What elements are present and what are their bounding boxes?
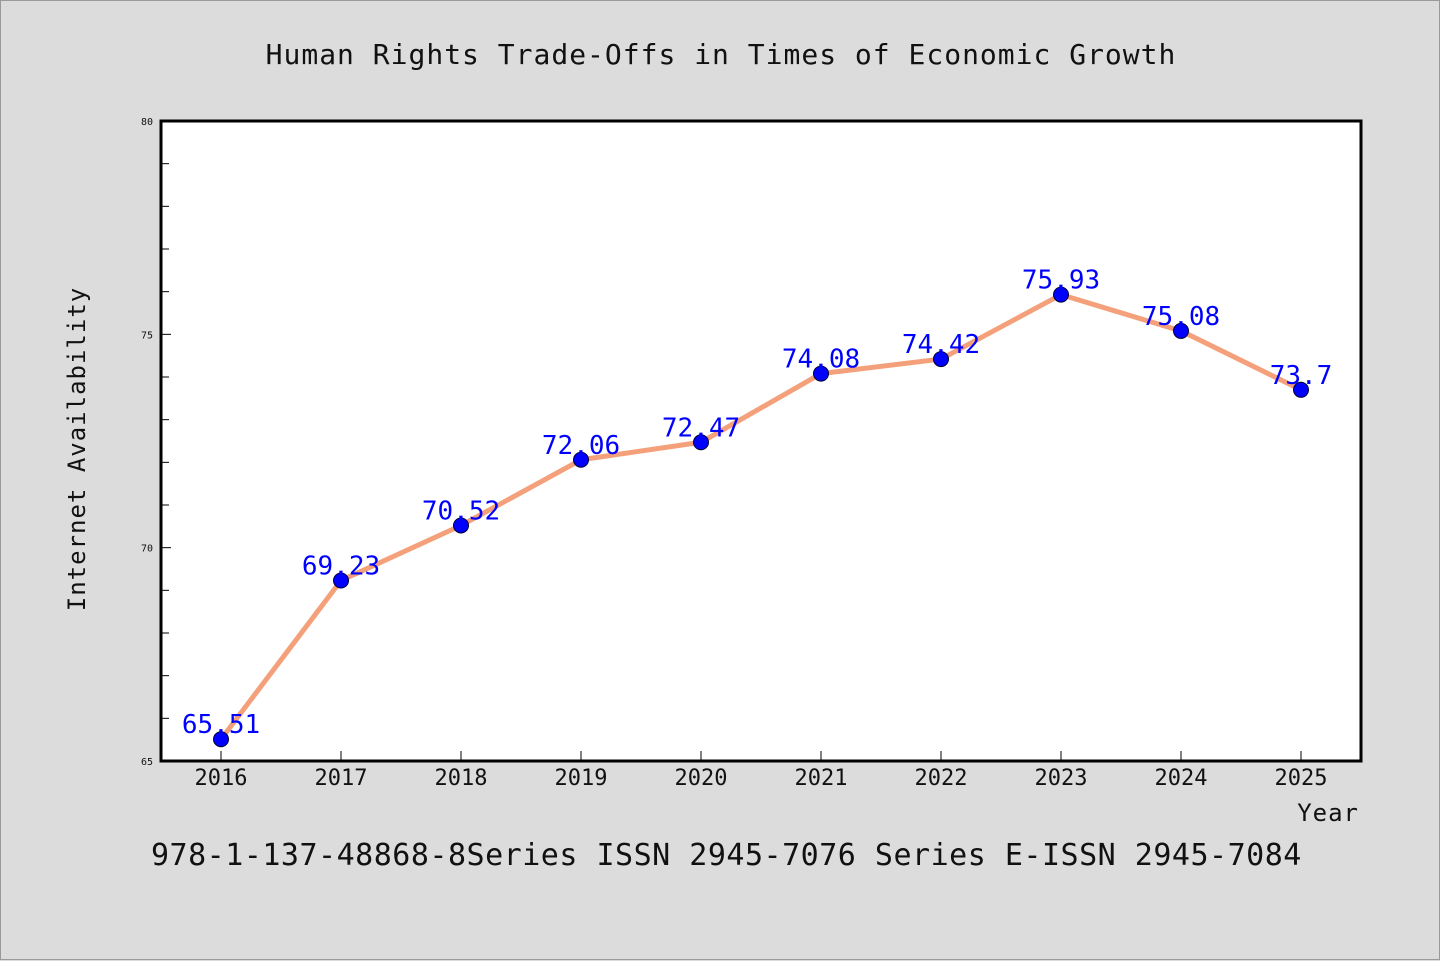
data-label: 75.08 [1142, 302, 1220, 332]
data-labels: 65.51 69.23 70.52 72.06 72.47 74.08 74.42 75.93… [182, 266, 1332, 741]
x-tick-label: 2022 [915, 766, 968, 791]
x-tick-label: 2025 [1275, 766, 1328, 791]
data-label: 74.08 [782, 345, 860, 375]
x-axis-title: Year [1297, 799, 1359, 827]
data-label: 70.52 [422, 496, 500, 526]
x-axis: 2016 2017 2018 2019 2020 2021 2022 2023 2024 2025 [195, 751, 1328, 791]
data-label: 74.42 [902, 330, 980, 360]
data-markers [213, 286, 1309, 748]
data-point [1173, 322, 1189, 339]
x-tick-label: 2023 [1035, 766, 1088, 791]
data-point [1053, 286, 1069, 303]
x-tick-label: 2017 [315, 766, 368, 791]
x-tick-label: 2018 [435, 766, 488, 791]
plot-area [159, 119, 1363, 763]
data-point [813, 365, 829, 382]
y-axis-title: Internet Availability [63, 287, 91, 611]
y-tick-label: 75 [141, 330, 153, 341]
data-point [213, 731, 229, 748]
data-point [333, 572, 349, 589]
data-label: 72.06 [542, 431, 620, 461]
series-polyline [218, 292, 1304, 742]
caption-isbn-issn: 978-1-137-48868-8Series ISSN 2945-7076 S… [151, 838, 1302, 873]
y-tick-label: 70 [141, 544, 153, 555]
data-point [933, 351, 949, 368]
data-point [1293, 381, 1309, 398]
y-axis: 65 70 75 80 [141, 117, 171, 768]
data-point [573, 451, 589, 468]
data-point [453, 517, 469, 534]
y-tick-label: 65 [141, 757, 153, 768]
x-tick-label: 2020 [675, 766, 728, 791]
data-label: 65.51 [182, 710, 260, 740]
x-tick-label: 2019 [555, 766, 608, 791]
data-label: 72.47 [662, 413, 740, 443]
x-tick-label: 2016 [195, 766, 248, 791]
y-tick-label: 80 [141, 117, 153, 128]
data-point [693, 434, 709, 451]
data-label: 75.93 [1022, 266, 1100, 296]
x-tick-label: 2024 [1155, 766, 1208, 791]
data-label: 69.23 [302, 552, 380, 582]
series-line [218, 292, 1304, 742]
x-tick-label: 2021 [795, 766, 848, 791]
chart-title: Human Rights Trade-Offs in Times of Econ… [266, 38, 1177, 71]
data-label: 73.7 [1270, 361, 1333, 391]
